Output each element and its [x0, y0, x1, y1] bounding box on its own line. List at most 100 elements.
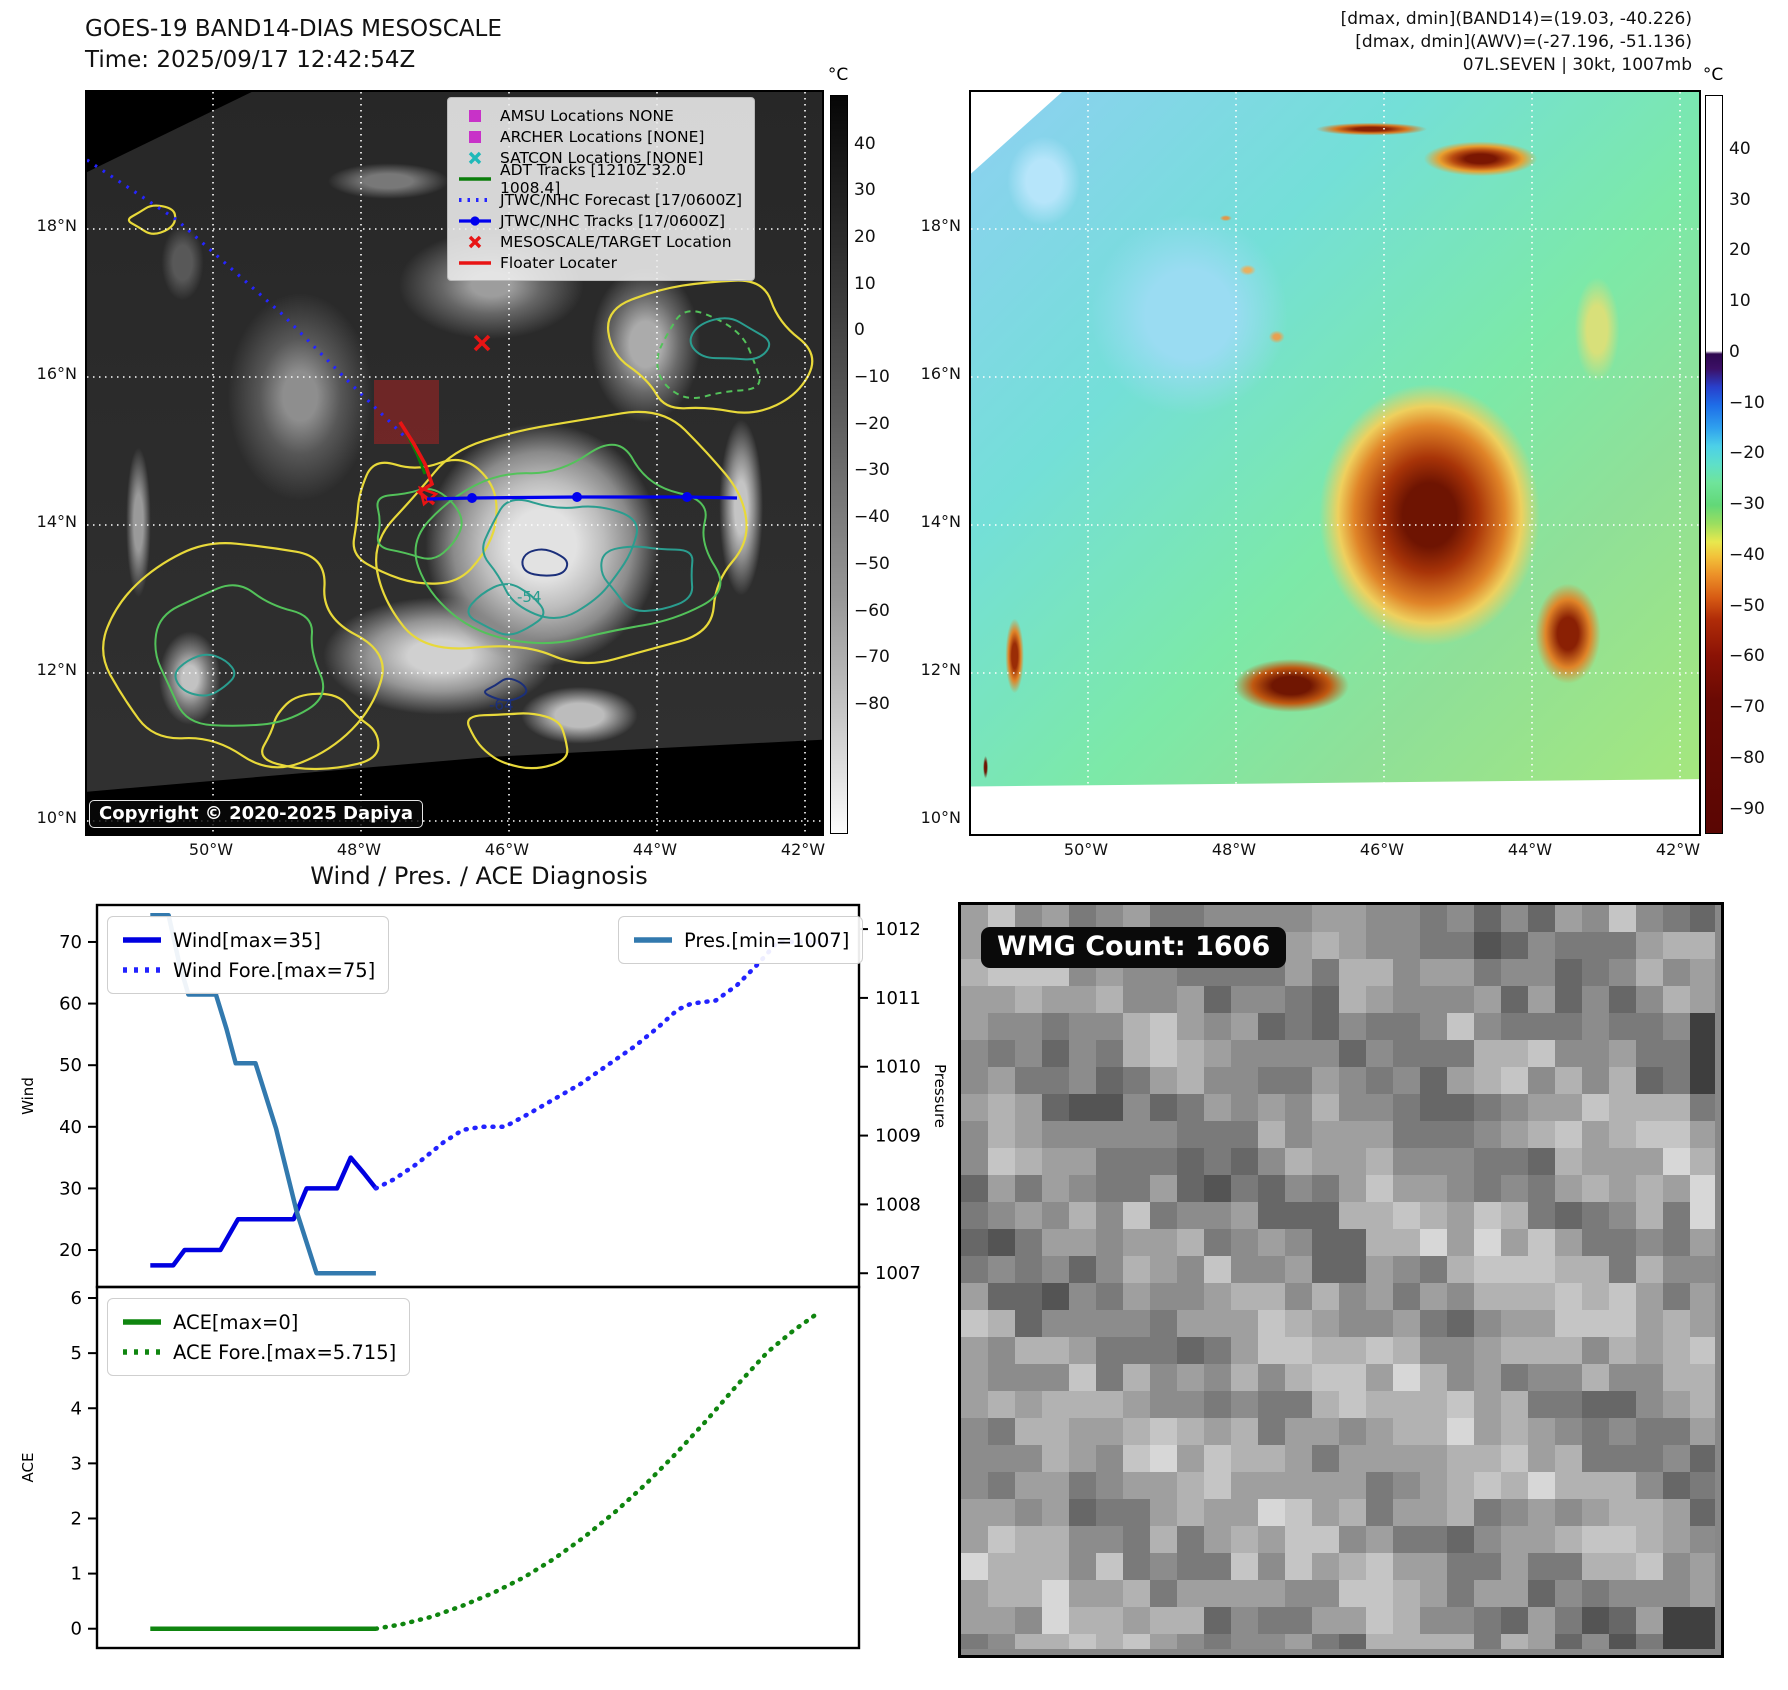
wmg-pixel	[1501, 1580, 1529, 1608]
wmg-pixel	[1015, 1553, 1043, 1581]
wmg-pixel	[1204, 1418, 1232, 1446]
chart-legend-item: ACE Fore.[max=5.715]	[121, 1337, 396, 1367]
wmg-pixel	[1042, 1607, 1070, 1635]
wmg-pixel	[988, 1364, 1016, 1392]
wmg-pixel	[1420, 1013, 1448, 1041]
wmg-pixel	[1150, 1472, 1178, 1500]
wmg-pixel	[1609, 1040, 1637, 1068]
wmg-pixel	[1150, 1256, 1178, 1284]
wmg-pixel	[1312, 1067, 1340, 1095]
wmg-pixel	[1123, 1310, 1151, 1338]
wmg-pixel	[1663, 905, 1691, 933]
lat-label: 16°N	[36, 364, 77, 383]
wmg-pixel	[1447, 1445, 1475, 1473]
wmg-pixel	[1150, 1499, 1178, 1527]
wmg-pixel	[1069, 1202, 1097, 1230]
wmg-pixel	[1501, 959, 1529, 987]
colorbar-unit: °C	[1702, 65, 1724, 85]
wmg-pixel	[1609, 905, 1637, 933]
wmg-pixel	[1258, 1553, 1286, 1581]
wmg-pixel	[1285, 1229, 1313, 1257]
wmg-pixel	[1312, 1094, 1340, 1122]
wmg-pixel	[1015, 1580, 1043, 1608]
wmg-pixel	[1366, 1067, 1394, 1095]
wmg-pixel	[1474, 1445, 1502, 1473]
wmg-pixel	[1123, 1634, 1151, 1649]
wmg-pixel	[1231, 1445, 1259, 1473]
wmg-pixel	[1555, 1040, 1583, 1068]
wmg-pixel	[1366, 1553, 1394, 1581]
line-legend-marker	[457, 256, 493, 270]
chart-legend-label: ACE[max=0]	[173, 1310, 299, 1334]
lat-label: 14°N	[36, 512, 77, 531]
wmg-pixel	[1501, 1229, 1529, 1257]
wmg-pixel	[1447, 986, 1475, 1014]
wmg-pixel	[961, 1283, 989, 1311]
wmg-pixel	[1285, 1013, 1313, 1041]
wmg-pixel	[1420, 1040, 1448, 1068]
chart-legend-item: Wind Fore.[max=75]	[121, 955, 375, 985]
wmg-pixel	[1096, 1040, 1124, 1068]
colorbar-tick-label: 0	[854, 320, 865, 341]
wmg-pixel	[1555, 986, 1583, 1014]
wmg-pixel	[1636, 986, 1664, 1014]
wmg-pixel	[988, 1553, 1016, 1581]
wmg-pixel	[1042, 1121, 1070, 1149]
wmg-pixel	[1177, 986, 1205, 1014]
wmg-pixel	[1663, 1634, 1691, 1649]
wmg-pixel	[1663, 986, 1691, 1014]
wmg-pixel	[1474, 1418, 1502, 1446]
wmg-pixel	[1204, 1121, 1232, 1149]
chart-legend: Wind[max=35] Wind Fore.[max=75]	[107, 916, 390, 994]
y-tick-label: 1009	[875, 1126, 921, 1147]
wmg-pixel	[1177, 1526, 1205, 1554]
solid-line-legend-marker	[121, 935, 163, 945]
wmg-pixel	[1339, 1418, 1367, 1446]
wmg-pixel	[1555, 1175, 1583, 1203]
wmg-pixel	[1474, 1013, 1502, 1041]
wmg-pixel	[1609, 959, 1637, 987]
wmg-pixel	[1312, 1310, 1340, 1338]
wmg-pixel	[1096, 1283, 1124, 1311]
wmg-pixel	[961, 1391, 989, 1419]
wmg-pixel	[1528, 1472, 1556, 1500]
wmg-pixel	[1096, 1391, 1124, 1419]
wmg-pixel	[1366, 1148, 1394, 1176]
wmg-pixel	[1042, 1067, 1070, 1095]
wmg-pixel	[1366, 1499, 1394, 1527]
wmg-pixel	[1474, 1310, 1502, 1338]
wmg-pixel	[1015, 1067, 1043, 1095]
wmg-pixel	[1069, 1040, 1097, 1068]
wmg-pixel	[1501, 1256, 1529, 1284]
wmg-pixel	[1231, 1580, 1259, 1608]
wmg-pixel	[1204, 1580, 1232, 1608]
wmg-pixel	[1501, 1310, 1529, 1338]
wmg-pixel	[1123, 1094, 1151, 1122]
wmg-pixel	[1339, 1310, 1367, 1338]
wmg-pixel	[1501, 1526, 1529, 1554]
wmg-pixel	[1501, 1283, 1529, 1311]
chart-legend-label: Wind Fore.[max=75]	[173, 958, 376, 982]
wmg-pixel	[1393, 1553, 1421, 1581]
wmg-pixel	[1582, 1310, 1610, 1338]
colorbar-tick-label: −40	[1729, 544, 1765, 565]
wmg-pixel	[1285, 1094, 1313, 1122]
wmg-pixel	[1393, 1391, 1421, 1419]
wmg-pixel	[988, 1580, 1016, 1608]
wmg-pixel	[1258, 1283, 1286, 1311]
wmg-pixel	[1447, 1202, 1475, 1230]
lat-label: 12°N	[36, 660, 77, 679]
wmg-pixel	[1015, 1121, 1043, 1149]
wmg-pixel	[1528, 932, 1556, 960]
wmg-pixel	[1285, 1526, 1313, 1554]
wmg-pixel	[1663, 1256, 1691, 1284]
wmg-pixel	[1663, 1607, 1691, 1635]
wmg-pixel	[1393, 1310, 1421, 1338]
wmg-pixel	[1366, 986, 1394, 1014]
wmg-pixel	[1609, 1094, 1637, 1122]
wmg-pixel	[1231, 1418, 1259, 1446]
wmg-pixel	[1231, 1364, 1259, 1392]
wmg-pixel	[961, 1553, 989, 1581]
wmg-pixel	[1096, 1445, 1124, 1473]
wmg-pixel	[1231, 1472, 1259, 1500]
